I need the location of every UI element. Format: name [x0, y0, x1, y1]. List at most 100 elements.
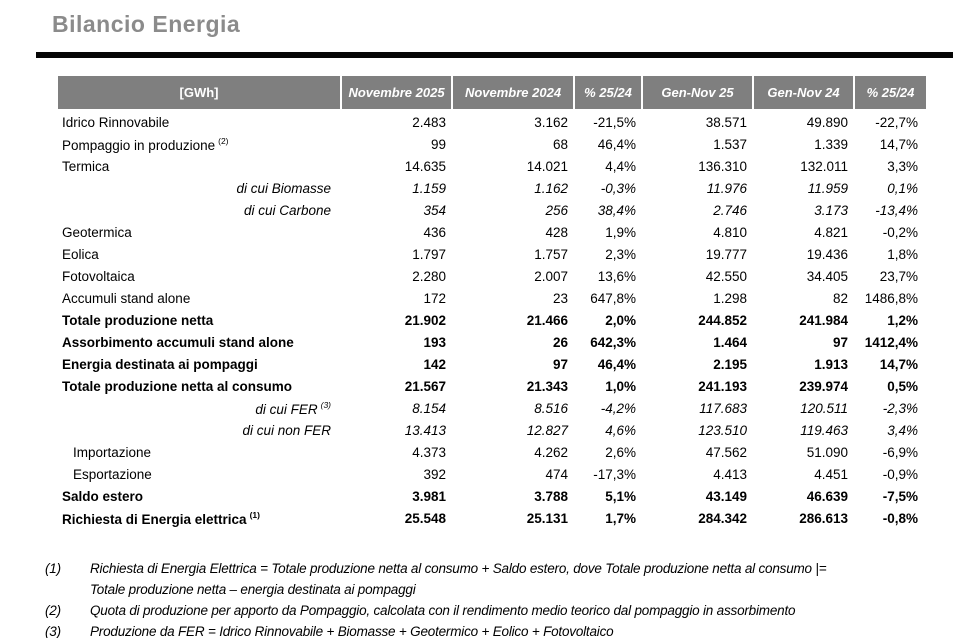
table-cell: 5,1%	[605, 488, 636, 504]
table-cell: 97	[552, 356, 568, 372]
column-header-gen-nov-24: Gen-Nov 24	[752, 76, 853, 109]
table-cell: 14,7%	[879, 356, 918, 372]
table-cell: 436	[423, 224, 446, 240]
table-row: Energia destinata ai pompaggi 142 97 46,4% 2…	[58, 353, 926, 375]
table-row: Idrico Rinnovabile 2.483 3.162 -21,5% 38.571…	[58, 111, 926, 133]
table-cell: 14,7%	[879, 136, 918, 152]
table-cell: 3.981	[412, 488, 446, 504]
table-cell: 3.162	[534, 114, 568, 130]
table-row: Richiesta di Energia elettrica (1) 25.548 2…	[58, 507, 926, 529]
footnote-marker: (3)	[45, 624, 61, 638]
table-cell: 25.131	[526, 510, 568, 526]
table-row: Assorbimento accumuli stand alone 193 26 64…	[58, 331, 926, 353]
table-cell: 21.466	[526, 312, 568, 328]
table-cell: -21,5%	[593, 114, 636, 130]
table-cell: 99	[430, 136, 446, 152]
table-cell: 1.537	[713, 136, 747, 152]
footnote-item: (3) Produzione da FER = Idrico Rinnovabil…	[45, 621, 950, 638]
table-cell: 1.339	[814, 136, 848, 152]
table-cell: 43.149	[705, 488, 747, 504]
table-cell: 97	[832, 334, 848, 350]
table-cell: 82	[832, 290, 848, 306]
footnotes: (1) Richiesta di Energia Elettrica = Tota…	[45, 558, 950, 638]
table-cell: 21.567	[404, 378, 446, 394]
table-cell: 2,0%	[605, 312, 636, 328]
table-cell: -0,3%	[600, 180, 636, 196]
row-label: Pompaggio in produzione (2)	[62, 135, 229, 153]
table-cell: 26	[552, 334, 568, 350]
table-cell: 1412,4%	[864, 334, 918, 350]
table-cell: 1.913	[814, 356, 848, 372]
page-title: Bilancio Energia	[52, 11, 241, 37]
table-cell: 46,4%	[597, 136, 636, 152]
table-cell: -2,3%	[882, 400, 918, 416]
table-cell: 49.890	[806, 114, 848, 130]
table-cell: 23,7%	[879, 268, 918, 284]
row-label: Totale produzione netta	[62, 312, 214, 328]
table-cell: -4,2%	[600, 400, 636, 416]
table-row: Eolica 1.797 1.757 2,3% 19.777 19.436 1,8%	[58, 243, 926, 265]
table-row: Accumuli stand alone 172 23 647,8% 1.298 82 14…	[58, 287, 926, 309]
table-cell: 4,6%	[605, 422, 636, 438]
row-label: Eolica	[62, 246, 99, 262]
table-cell: 2.483	[412, 114, 446, 130]
table-cell: 12.827	[526, 422, 568, 438]
table-cell: 392	[423, 466, 446, 482]
table-cell: 241.984	[799, 312, 848, 328]
row-label: Richiesta di Energia elettrica (1)	[62, 509, 260, 527]
table-cell: 1,2%	[887, 312, 918, 328]
energy-balance-table: [GWh] Novembre 2025 Novembre 2024 % 25/2…	[58, 76, 926, 529]
table-cell: 193	[423, 334, 446, 350]
table-row: di cui Carbone 354 256 38,4% 2.746 3.173 -13,4…	[58, 199, 926, 221]
footnote-reference: (1)	[249, 509, 260, 520]
column-header-pct-ytd: % 25/24	[853, 76, 926, 109]
table-header-row: [GWh] Novembre 2025 Novembre 2024 % 25/2…	[58, 76, 926, 109]
row-label: Totale produzione netta al consumo	[62, 378, 293, 394]
table-cell: 68	[552, 136, 568, 152]
table-cell: 25.548	[404, 510, 446, 526]
table-cell: 3.788	[534, 488, 568, 504]
table-cell: 647,8%	[590, 290, 636, 306]
table-cell: 19.777	[705, 246, 747, 262]
table-cell: 4.413	[713, 466, 747, 482]
row-label: Esportazione	[73, 466, 152, 482]
row-label: di cui Biomasse	[236, 180, 331, 196]
table-cell: 51.090	[806, 444, 848, 460]
column-header-pct-month: % 25/24	[573, 76, 641, 109]
table-row: Saldo estero 3.981 3.788 5,1% 43.149 46.639 -7…	[58, 485, 926, 507]
table-cell: 132.011	[800, 158, 848, 174]
table-cell: 46,4%	[597, 356, 636, 372]
table-cell: 1,9%	[605, 224, 636, 240]
row-label: Fotovoltaica	[62, 268, 135, 284]
table-cell: 1.797	[412, 246, 446, 262]
table-row: di cui Biomasse 1.159 1.162 -0,3% 11.976 11.9…	[58, 177, 926, 199]
table-cell: 2.007	[534, 268, 568, 284]
table-cell: 2.280	[412, 268, 446, 284]
column-header-gwh: [GWh]	[179, 85, 219, 100]
table-cell: 3.173	[814, 202, 848, 218]
table-cell: 2.195	[713, 356, 747, 372]
table-cell: 46.639	[806, 488, 848, 504]
table-cell: 8.154	[412, 400, 446, 416]
table-cell: 1,8%	[887, 246, 918, 262]
table-cell: 8.516	[534, 400, 568, 416]
footnote-item: (2) Quota di produzione per apporto da Po…	[45, 600, 950, 621]
row-label: Importazione	[73, 444, 152, 460]
table-cell: 0,5%	[887, 378, 918, 394]
table-cell: -22,7%	[875, 114, 918, 130]
row-label: Geotermica	[62, 224, 132, 240]
table-cell: 244.852	[698, 312, 747, 328]
table-cell: 4.810	[713, 224, 747, 240]
table-cell: 428	[545, 224, 568, 240]
table-cell: 4.373	[412, 444, 446, 460]
table-cell: 13.413	[404, 422, 446, 438]
footnote-marker: (1)	[45, 561, 61, 576]
table-cell: 3,3%	[887, 158, 918, 174]
row-label: Saldo estero	[62, 488, 144, 504]
table-cell: 136.310	[698, 158, 747, 174]
table-cell: 3,4%	[887, 422, 918, 438]
table-cell: 23	[552, 290, 568, 306]
table-cell: 4,4%	[605, 158, 636, 174]
footnote-reference: (3)	[320, 399, 331, 410]
